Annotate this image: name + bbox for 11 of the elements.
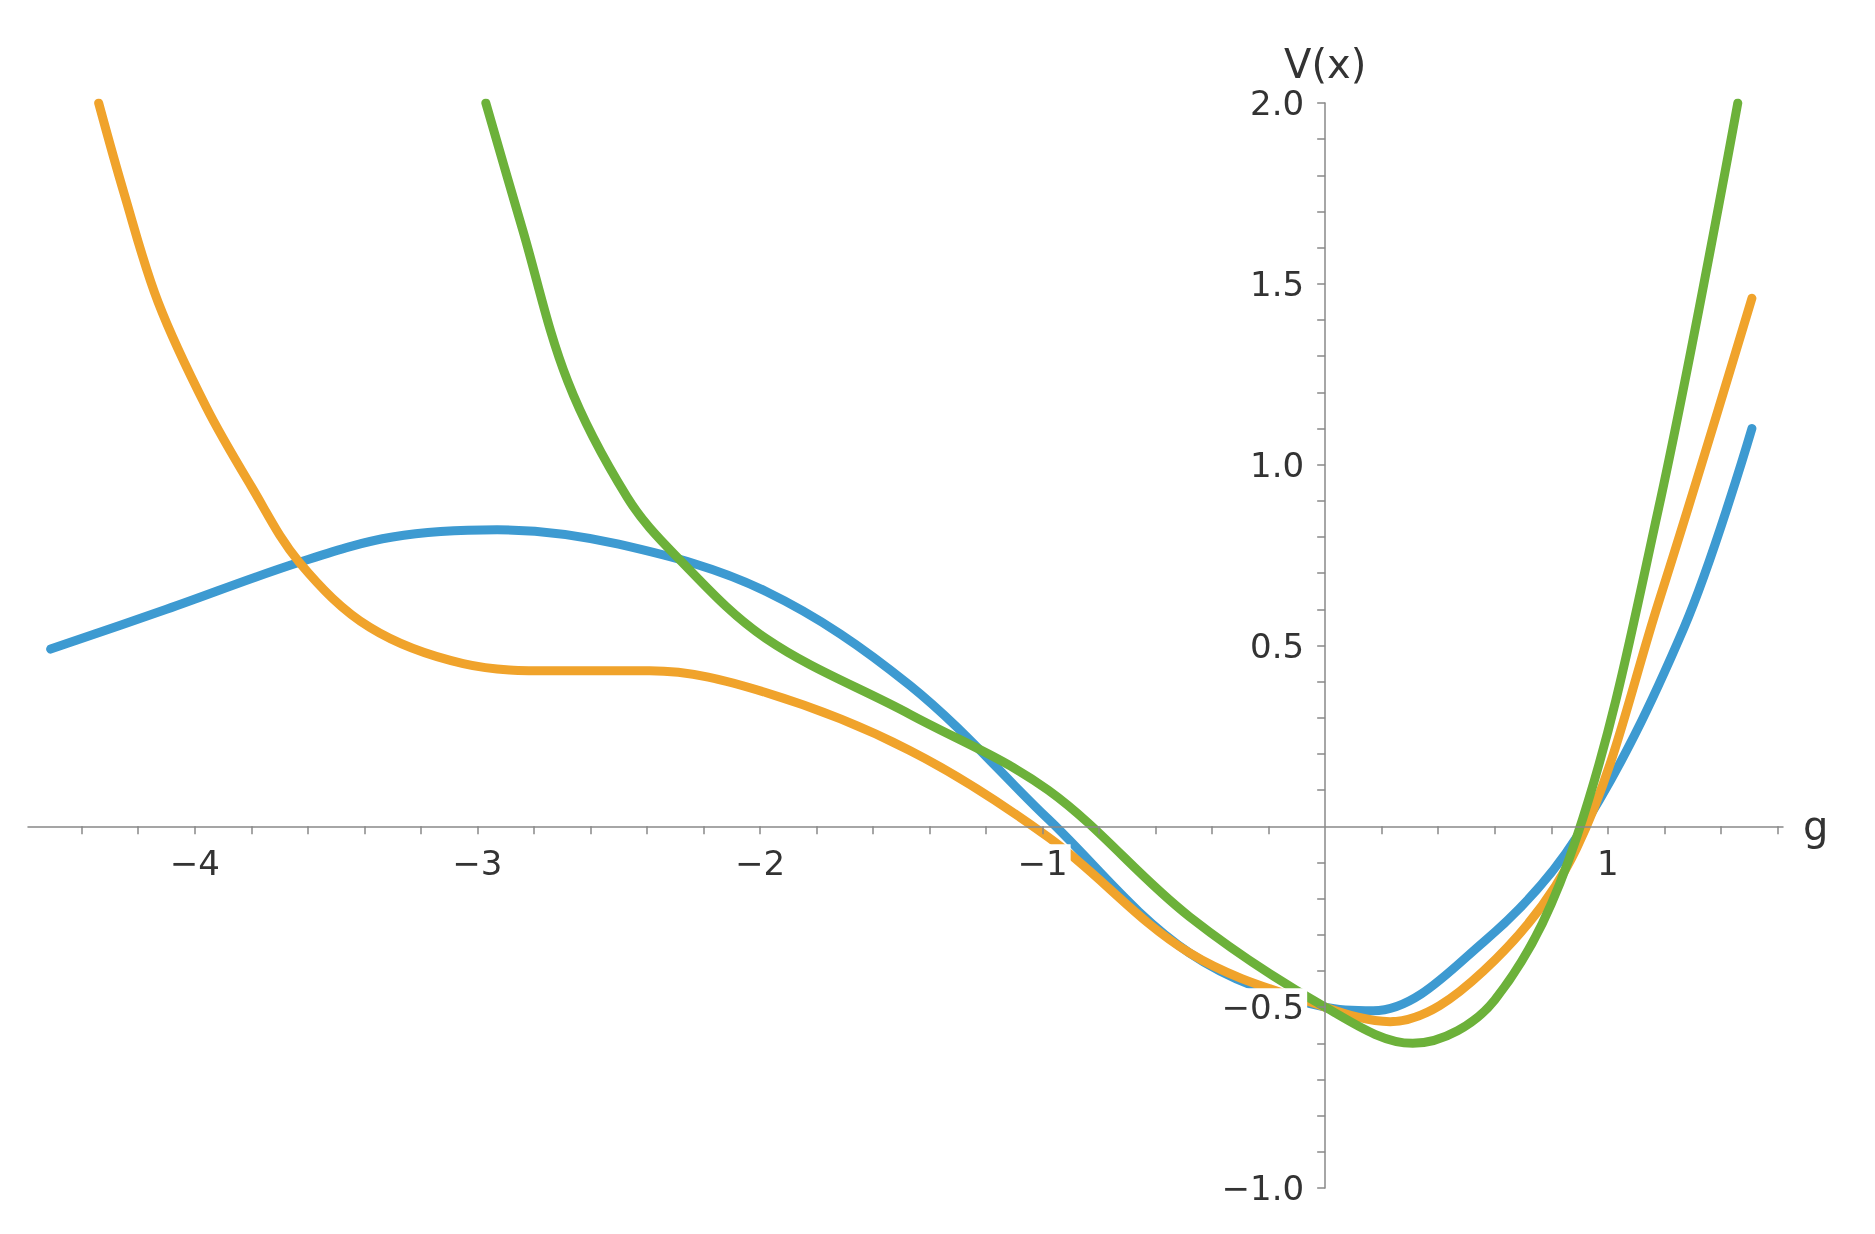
x-axis-title: g <box>1803 803 1829 850</box>
x-tick-label: −4 <box>169 843 220 884</box>
x-tick-label: −2 <box>734 843 786 884</box>
y-tick-label: −1.0 <box>1221 1168 1305 1208</box>
x-tick-label: 1 <box>1596 843 1619 884</box>
y-tick-label: 0.5 <box>1250 625 1305 666</box>
y-tick-label: 1.5 <box>1250 263 1305 304</box>
x-tick-label: −3 <box>452 843 503 884</box>
y-tick-label: −0.5 <box>1221 987 1305 1028</box>
x-tick-label: −1 <box>1017 843 1068 884</box>
y-tick-label: 1.0 <box>1250 444 1305 485</box>
